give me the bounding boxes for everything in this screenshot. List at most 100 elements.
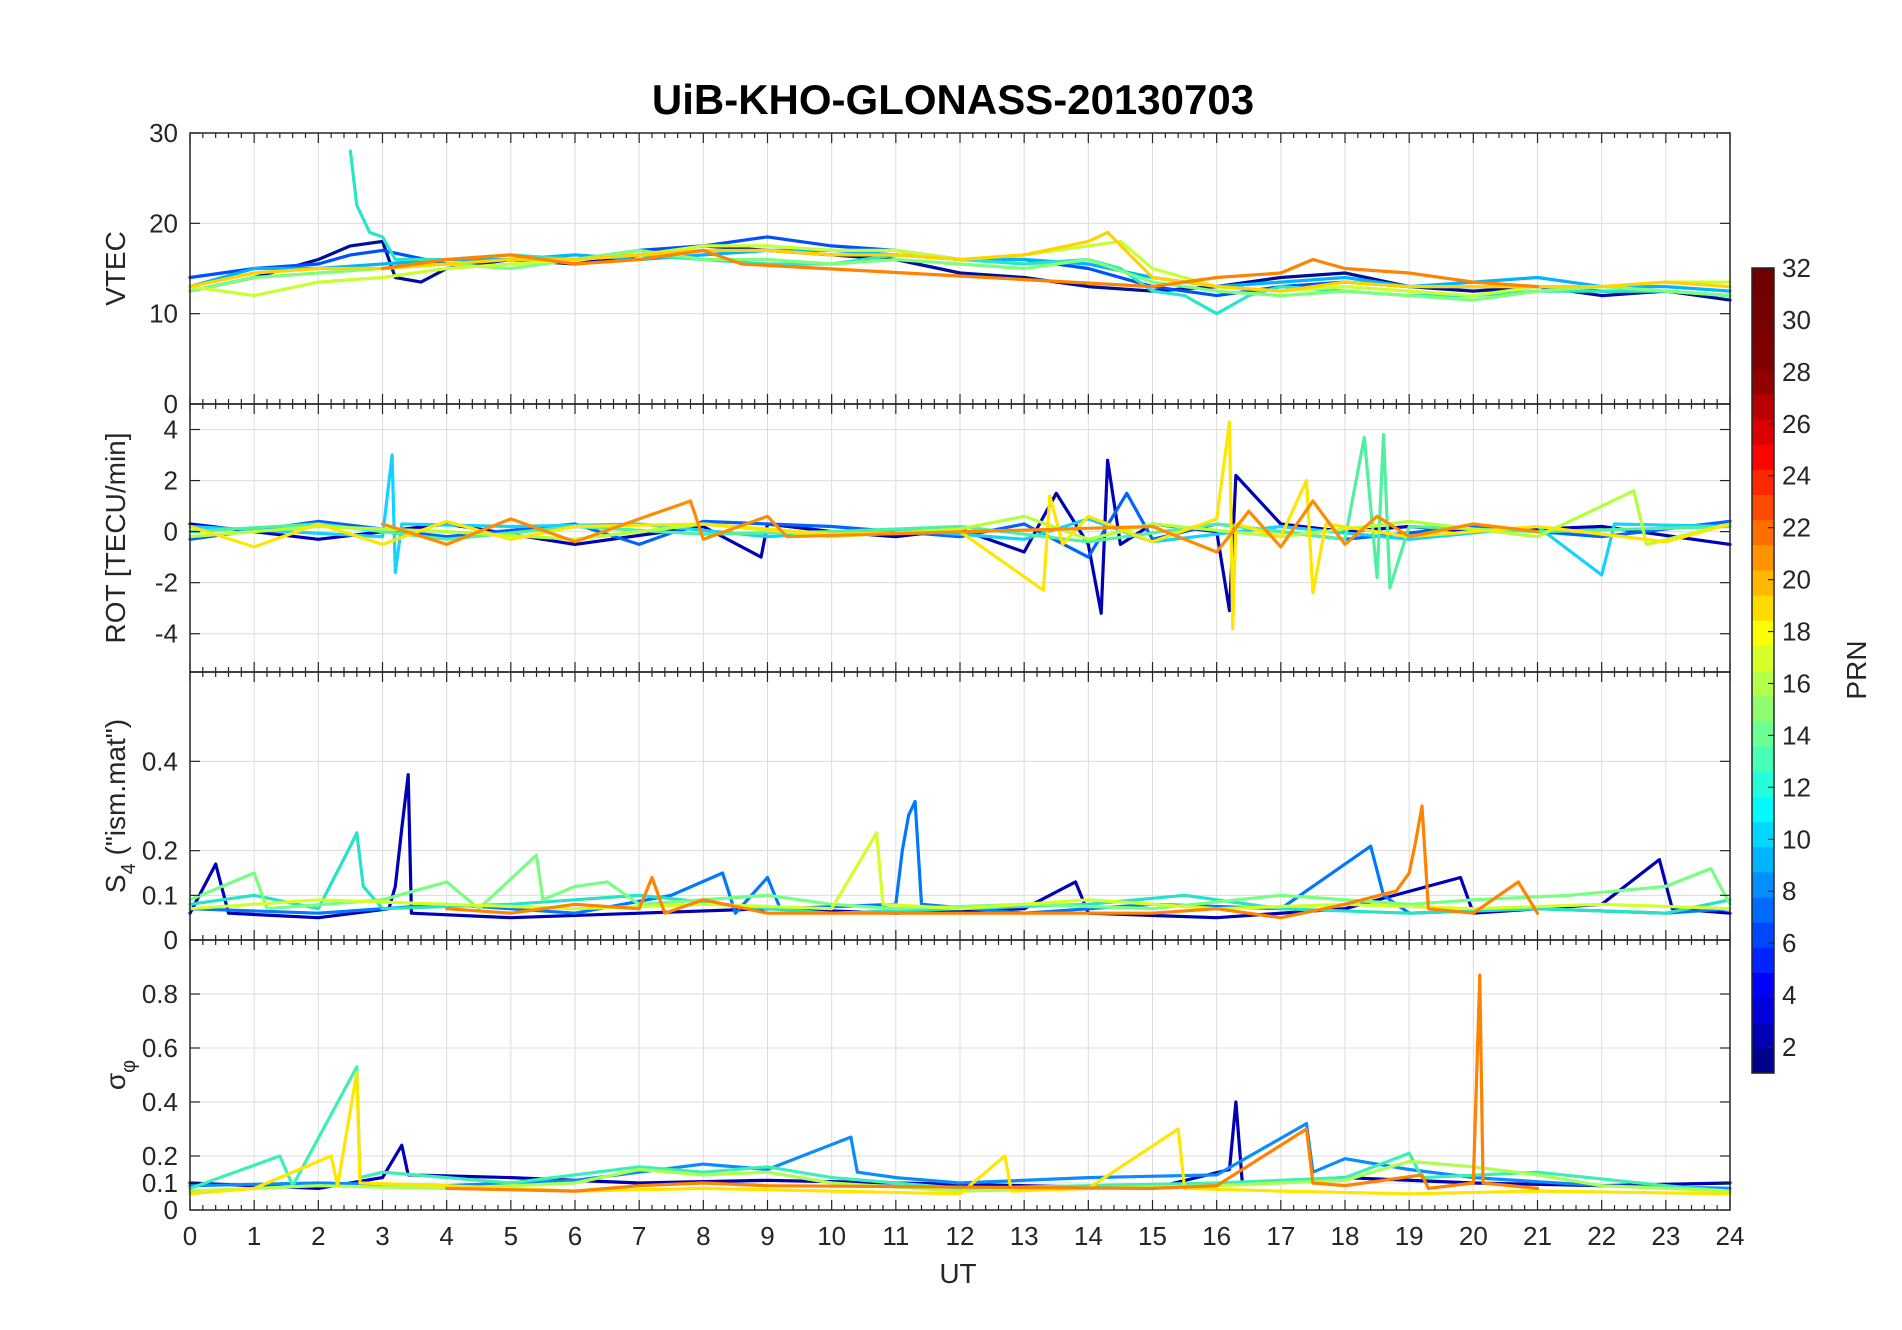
colorbar-segment xyxy=(1752,871,1774,898)
panel-vtec: 0 10 20 30 VTEC xyxy=(100,118,1732,419)
y-tick-label: 0 xyxy=(164,1195,178,1225)
colorbar-tick-label: 28 xyxy=(1782,357,1811,387)
colorbar-segment xyxy=(1752,293,1774,319)
y-axis-label-vtec: VTEC xyxy=(100,231,131,306)
y-tick-label: 0.8 xyxy=(142,979,178,1009)
x-tick-label: 4 xyxy=(439,1221,453,1251)
x-tick-label: 15 xyxy=(1138,1221,1167,1251)
tick-marks-vtec xyxy=(189,132,1731,405)
colorbar-tick-label: 6 xyxy=(1782,928,1796,958)
sigma_phi-series-2 xyxy=(188,1121,1732,1191)
colorbar-segment xyxy=(1752,796,1774,823)
y-tick-label: 0 xyxy=(164,389,178,419)
x-tick-label: 7 xyxy=(632,1221,646,1251)
colorbar-segment xyxy=(1752,595,1774,621)
panel-rot: -4 -2 0 2 4 ROT [TECU/min] xyxy=(100,403,1732,673)
tick-marks-s4 xyxy=(189,672,1731,941)
x-tick-label: 1 xyxy=(247,1221,261,1251)
colorbar-segment xyxy=(1752,393,1774,420)
grid-vtec xyxy=(189,132,1731,405)
x-tick-label: 24 xyxy=(1716,1221,1745,1251)
colorbar-segment xyxy=(1752,695,1774,722)
y-tick-label: 0.2 xyxy=(142,836,178,866)
y-axis-label-s4: S4 ("ism.mat") xyxy=(100,719,140,893)
colorbar-segment xyxy=(1752,418,1774,445)
y-tick-label: 20 xyxy=(149,208,178,238)
colorbar-segment xyxy=(1752,670,1774,697)
colorbar-segment xyxy=(1752,947,1774,973)
colorbar-segment xyxy=(1752,268,1774,294)
s4-series-4 xyxy=(188,853,1732,911)
x-tick-label: 3 xyxy=(375,1221,389,1251)
y-axis-label-sub: φ xyxy=(118,1060,140,1073)
colorbar-tick-label: 30 xyxy=(1782,305,1811,335)
colorbar-segment xyxy=(1752,519,1774,546)
y-tick-label: 0 xyxy=(164,517,178,547)
colorbar-box xyxy=(1751,267,1775,1074)
colorbar-tick-label: 32 xyxy=(1782,253,1811,283)
y-axis-label-main: σ xyxy=(100,1073,131,1090)
y-tick-label: -4 xyxy=(155,619,178,649)
x-tick-label: 16 xyxy=(1202,1221,1231,1251)
colorbar-tick-label: 4 xyxy=(1782,980,1796,1010)
colorbar-tick-label: 16 xyxy=(1782,668,1811,698)
colorbar-label: PRN xyxy=(1841,640,1872,699)
y-axis-label-sub: 4 xyxy=(118,863,140,874)
colorbar-tick-label: 24 xyxy=(1782,461,1811,491)
colorbar-tick-label: 14 xyxy=(1782,720,1811,750)
colorbar-segment xyxy=(1752,1047,1774,1074)
colorbar-segment xyxy=(1752,821,1774,848)
y-axis-label-sigma_phi: σφ xyxy=(100,1060,140,1090)
sigma_phi-series-4 xyxy=(188,1159,1732,1193)
colorbar-segment xyxy=(1752,343,1774,370)
y-tick-label: 4 xyxy=(164,415,178,445)
colorbar-segment xyxy=(1752,1022,1774,1049)
y-tick-label: 10 xyxy=(149,299,178,329)
y-tick-label: 0.1 xyxy=(142,1168,178,1198)
colorbar-segment xyxy=(1752,444,1774,470)
x-tick-label: 23 xyxy=(1651,1221,1680,1251)
y-tick-label: 0.6 xyxy=(142,1033,178,1063)
colorbar-tick-label: 2 xyxy=(1782,1032,1796,1062)
colorbar-tick-label: 12 xyxy=(1782,772,1811,802)
s4-series-3 xyxy=(188,831,1732,915)
x-tick-label: 9 xyxy=(760,1221,774,1251)
y-tick-label: 30 xyxy=(149,118,178,148)
rot-series-4 xyxy=(188,433,1732,590)
grid-sigma_phi xyxy=(189,940,1731,1211)
colorbar-segment xyxy=(1752,922,1774,948)
x-tick-label: 13 xyxy=(1010,1221,1039,1251)
colorbar-segment xyxy=(1752,771,1774,797)
y-tick-label: 0.4 xyxy=(142,1087,178,1117)
x-tick-label: 21 xyxy=(1523,1221,1552,1251)
x-tick-label: 5 xyxy=(504,1221,518,1251)
colorbar-segment xyxy=(1752,997,1774,1024)
x-tick-label: 2 xyxy=(311,1221,325,1251)
vtec-series-8 xyxy=(380,248,1540,289)
colorbar-tick-label: 22 xyxy=(1782,513,1811,543)
colorbar-segment xyxy=(1752,318,1774,345)
y-tick-label: 0.4 xyxy=(142,746,178,776)
chart-title: UiB-KHO-GLONASS-20130703 xyxy=(652,76,1254,123)
x-tick-label: 0 xyxy=(183,1221,197,1251)
colorbar-segment xyxy=(1752,494,1774,521)
tick-marks-sigma_phi xyxy=(189,940,1731,1211)
x-tick-labels: 0 1 2 3 4 5 6 7 8 9 10 11 12 13 14 15 16 17 18 19 20 21 22 23 24 xyxy=(183,1221,1745,1251)
rot-series-6 xyxy=(188,420,1732,631)
s4-series-2 xyxy=(188,799,1732,915)
s4-series-6 xyxy=(445,804,1540,920)
y-tick-label: 0.2 xyxy=(142,1141,178,1171)
y-axis-label-rest: ("ism.mat") xyxy=(100,719,131,863)
y-axis-label-main: S xyxy=(100,874,131,893)
colorbar-segment xyxy=(1752,720,1774,747)
x-tick-label: 6 xyxy=(568,1221,582,1251)
s4-series-5 xyxy=(188,831,1732,911)
y-tick-label: 2 xyxy=(164,466,178,496)
series-group-vtec xyxy=(188,149,1732,316)
x-tick-label: 10 xyxy=(817,1221,846,1251)
vtec-series-1 xyxy=(188,239,1732,302)
x-tick-label: 11 xyxy=(882,1221,909,1251)
colorbar-tick-label: 26 xyxy=(1782,409,1811,439)
